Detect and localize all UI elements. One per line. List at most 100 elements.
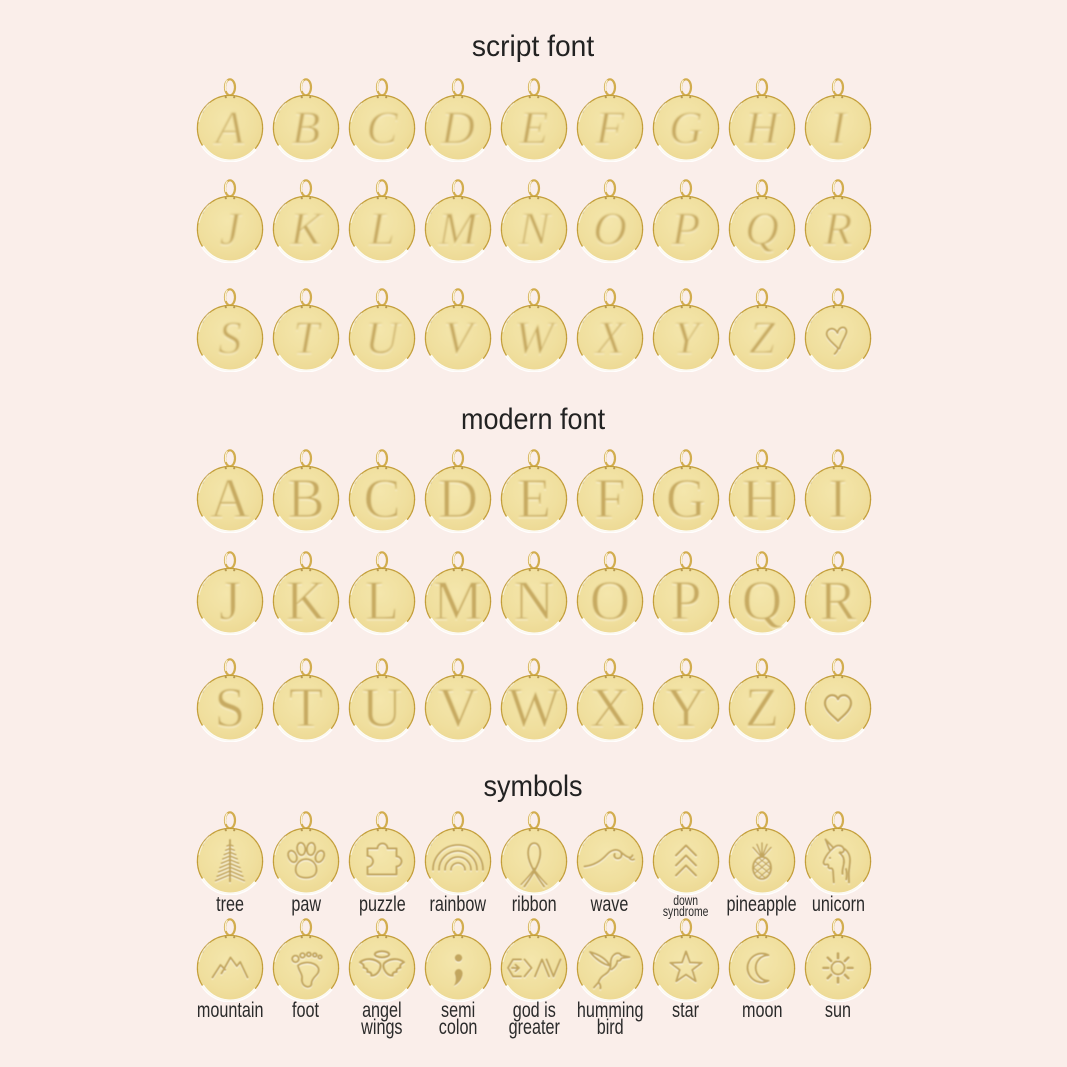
svg-text:H: H — [742, 469, 782, 531]
svg-text:I: I — [829, 469, 848, 531]
svg-text:L: L — [365, 570, 399, 632]
svg-text:N: N — [514, 572, 554, 634]
svg-text:E: E — [519, 103, 549, 155]
svg-text:N: N — [514, 570, 554, 632]
svg-text:Z: Z — [745, 678, 779, 740]
svg-text:L: L — [365, 572, 399, 634]
svg-text:K: K — [286, 572, 326, 634]
svg-text:G: G — [666, 469, 706, 531]
svg-text:X: X — [590, 678, 630, 740]
svg-text:T: T — [289, 677, 323, 739]
svg-text:C: C — [363, 468, 400, 530]
svg-text:L: L — [368, 203, 395, 255]
svg-text:B: B — [287, 469, 324, 531]
svg-text:J: J — [219, 570, 241, 632]
svg-text:H: H — [742, 468, 782, 530]
svg-text:Q: Q — [745, 203, 779, 255]
svg-text:S: S — [214, 678, 245, 740]
svg-text:A: A — [213, 103, 245, 155]
svg-text:L: L — [368, 204, 395, 256]
svg-text:G: G — [669, 102, 703, 154]
svg-text:Z: Z — [745, 677, 779, 739]
svg-text:I: I — [829, 102, 848, 154]
svg-text:Q: Q — [745, 204, 779, 256]
svg-text:Y: Y — [666, 677, 706, 739]
svg-text:J: J — [220, 204, 243, 256]
svg-text:F: F — [594, 469, 625, 531]
svg-text:M: M — [437, 204, 480, 256]
svg-text:M: M — [433, 570, 483, 632]
svg-text:Z: Z — [749, 312, 776, 364]
svg-text:R: R — [823, 203, 853, 255]
svg-text:S: S — [218, 313, 242, 365]
svg-text:Z: Z — [749, 313, 776, 365]
svg-text:R: R — [823, 204, 853, 256]
svg-text:C: C — [366, 103, 398, 155]
svg-text:A: A — [210, 469, 251, 531]
svg-text:F: F — [595, 103, 626, 155]
svg-text:J: J — [220, 203, 243, 255]
svg-text:B: B — [292, 102, 321, 154]
svg-text:S: S — [214, 677, 245, 739]
svg-text:I: I — [829, 103, 848, 155]
svg-text:X: X — [594, 312, 627, 364]
svg-text:C: C — [363, 469, 400, 531]
svg-text:V: V — [438, 678, 478, 740]
svg-text:B: B — [292, 103, 321, 155]
svg-text:J: J — [219, 572, 241, 634]
svg-text:U: U — [362, 678, 402, 740]
svg-text:O: O — [593, 203, 627, 255]
svg-text:W: W — [508, 677, 561, 739]
svg-text:A: A — [210, 468, 251, 530]
svg-text:N: N — [517, 203, 552, 255]
svg-text:I: I — [829, 468, 848, 530]
svg-text:C: C — [366, 102, 398, 154]
svg-text:X: X — [590, 677, 630, 739]
svg-text:H: H — [744, 103, 782, 155]
svg-text:E: E — [517, 469, 551, 531]
svg-text:O: O — [590, 570, 630, 632]
svg-text:Y: Y — [666, 678, 706, 740]
svg-text:S: S — [218, 312, 242, 364]
svg-text:G: G — [669, 103, 703, 155]
svg-text:Q: Q — [742, 570, 782, 632]
svg-text:W: W — [514, 312, 557, 364]
svg-text:E: E — [517, 468, 551, 530]
svg-text:W: W — [508, 678, 561, 740]
svg-text:F: F — [594, 468, 625, 530]
svg-text:P: P — [671, 204, 701, 256]
svg-text:F: F — [595, 102, 626, 154]
svg-text:D: D — [440, 102, 475, 154]
svg-text:D: D — [440, 103, 475, 155]
svg-text:G: G — [666, 468, 706, 530]
svg-text:K: K — [289, 204, 324, 256]
svg-text:Y: Y — [673, 313, 704, 365]
svg-text:P: P — [670, 572, 701, 634]
svg-text:U: U — [362, 677, 402, 739]
svg-text:B: B — [287, 468, 324, 530]
svg-text:D: D — [438, 469, 478, 531]
svg-text:A: A — [213, 102, 245, 154]
svg-text:U: U — [365, 313, 402, 365]
svg-text:O: O — [590, 572, 630, 634]
svg-text:P: P — [670, 570, 701, 632]
svg-text:U: U — [365, 312, 402, 364]
svg-text:H: H — [744, 102, 782, 154]
svg-text:K: K — [286, 570, 326, 632]
svg-text:N: N — [517, 204, 552, 256]
svg-text:T: T — [293, 313, 322, 365]
svg-text:V: V — [438, 677, 478, 739]
svg-text:T: T — [293, 312, 322, 364]
svg-text:M: M — [433, 572, 483, 634]
svg-text:E: E — [519, 102, 549, 154]
svg-text:R: R — [819, 570, 857, 632]
svg-text:W: W — [514, 313, 557, 365]
svg-text:X: X — [594, 313, 627, 365]
svg-text:K: K — [289, 203, 324, 255]
svg-text:T: T — [289, 678, 323, 740]
svg-text:V: V — [444, 313, 478, 365]
svg-text:P: P — [671, 203, 701, 255]
svg-text:D: D — [438, 468, 478, 530]
svg-text:M: M — [437, 203, 480, 255]
svg-text:O: O — [593, 204, 627, 256]
